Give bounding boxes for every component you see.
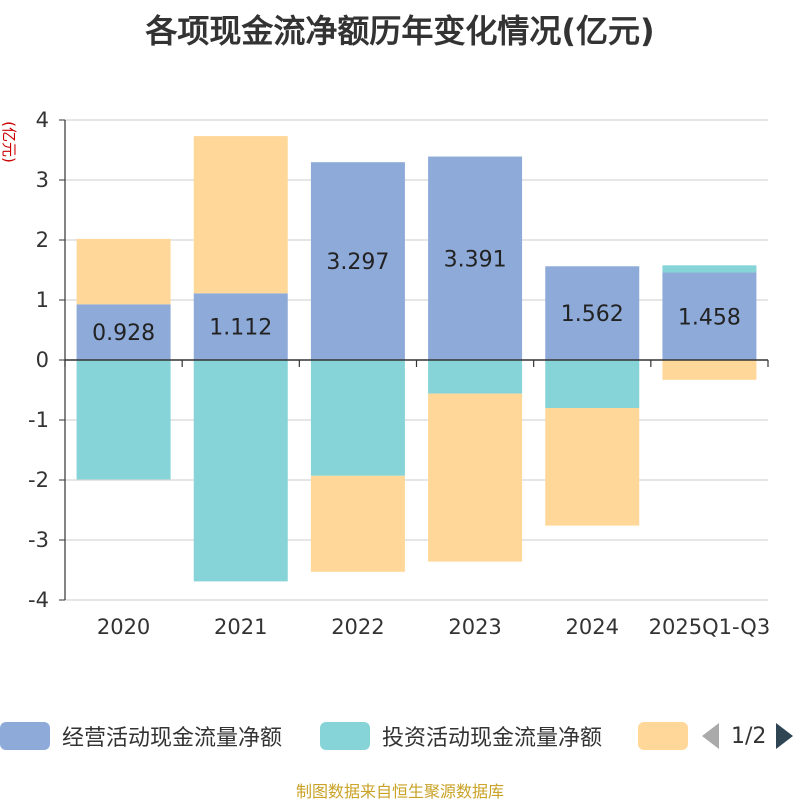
x-tick-label: 2023 xyxy=(448,615,501,639)
legend-item-financing[interactable] xyxy=(638,716,688,756)
data-label: 3.391 xyxy=(444,247,507,272)
data-label: 3.297 xyxy=(326,250,389,275)
y-tick-label: 4 xyxy=(36,108,49,132)
chart-title: 各项现金流净额历年变化情况(亿元) xyxy=(145,12,655,50)
x-tick-label: 2022 xyxy=(331,615,384,639)
pager-next-icon[interactable] xyxy=(776,723,794,749)
source-note: 制图数据来自恒生聚源数据库 xyxy=(295,782,504,801)
axes: 4 3 2 1 0 -1 -2 -3 -4 2020 2021 2022 2023 2024 2025Q1-… xyxy=(28,108,770,639)
legend-swatch-investing xyxy=(320,722,370,750)
y-tick-label: 1 xyxy=(36,288,49,312)
bar-series-2[interactable] xyxy=(662,360,757,380)
bar-series-2[interactable] xyxy=(76,238,171,305)
y-tick-label: 0 xyxy=(36,348,49,372)
data-label: 1.458 xyxy=(678,305,741,330)
bar-series-1[interactable] xyxy=(193,360,288,582)
bar-series-2[interactable] xyxy=(193,136,288,294)
x-tick-label: 2025Q1-Q3 xyxy=(649,615,771,639)
legend-swatch-operating xyxy=(0,722,50,750)
y-tick-label: -2 xyxy=(28,468,49,492)
y-tick-label: -4 xyxy=(28,588,49,612)
legend-swatch-financing xyxy=(638,722,688,750)
bar-series-0[interactable] xyxy=(545,266,640,360)
bar-series-2[interactable] xyxy=(428,393,523,562)
bar-series-0[interactable] xyxy=(310,162,405,360)
y-tick-label: 3 xyxy=(36,168,49,192)
bar-series-0[interactable] xyxy=(662,272,757,360)
legend: 经营活动现金流量净额 投资活动现金流量净额 xyxy=(0,716,800,756)
data-label: 1.112 xyxy=(209,316,272,341)
bar-series-2[interactable] xyxy=(545,408,640,526)
legend-label-operating: 经营活动现金流量净额 xyxy=(62,726,283,751)
bar-series-1[interactable] xyxy=(662,265,757,273)
bar-series-0[interactable] xyxy=(193,293,288,360)
x-tick-label: 2024 xyxy=(566,615,619,639)
data-labels: 0.928 1.112 3.297 3.391 1.562 1.458 xyxy=(92,247,741,346)
bar-series-1[interactable] xyxy=(545,360,640,408)
bars xyxy=(76,136,757,582)
y-tick-label: -3 xyxy=(28,528,49,552)
pager-page-indicator: 1/2 xyxy=(731,723,767,749)
legend-pager: 1/2 xyxy=(700,716,800,756)
data-label: 0.928 xyxy=(92,321,155,346)
bar-series-0[interactable] xyxy=(76,304,171,360)
bar-series-1[interactable] xyxy=(76,360,171,480)
grid-lines xyxy=(65,119,768,601)
y-tick-label: -1 xyxy=(28,408,49,432)
data-label: 1.562 xyxy=(561,302,624,327)
legend-item-investing[interactable]: 投资活动现金流量净额 xyxy=(320,716,602,756)
y-axis-title: (亿元) xyxy=(0,121,18,163)
y-tick-label: 2 xyxy=(36,228,49,252)
x-tick-label: 2021 xyxy=(214,615,267,639)
bar-series-1[interactable] xyxy=(428,360,523,394)
legend-label-investing: 投资活动现金流量净额 xyxy=(382,726,603,751)
bar-series-0[interactable] xyxy=(428,156,523,360)
x-tick-label: 2020 xyxy=(97,615,150,639)
bar-series-1[interactable] xyxy=(310,360,405,476)
bar-series-2[interactable] xyxy=(310,475,405,572)
legend-item-operating[interactable]: 经营活动现金流量净额 xyxy=(0,716,282,756)
pager-prev-icon[interactable] xyxy=(702,723,719,749)
